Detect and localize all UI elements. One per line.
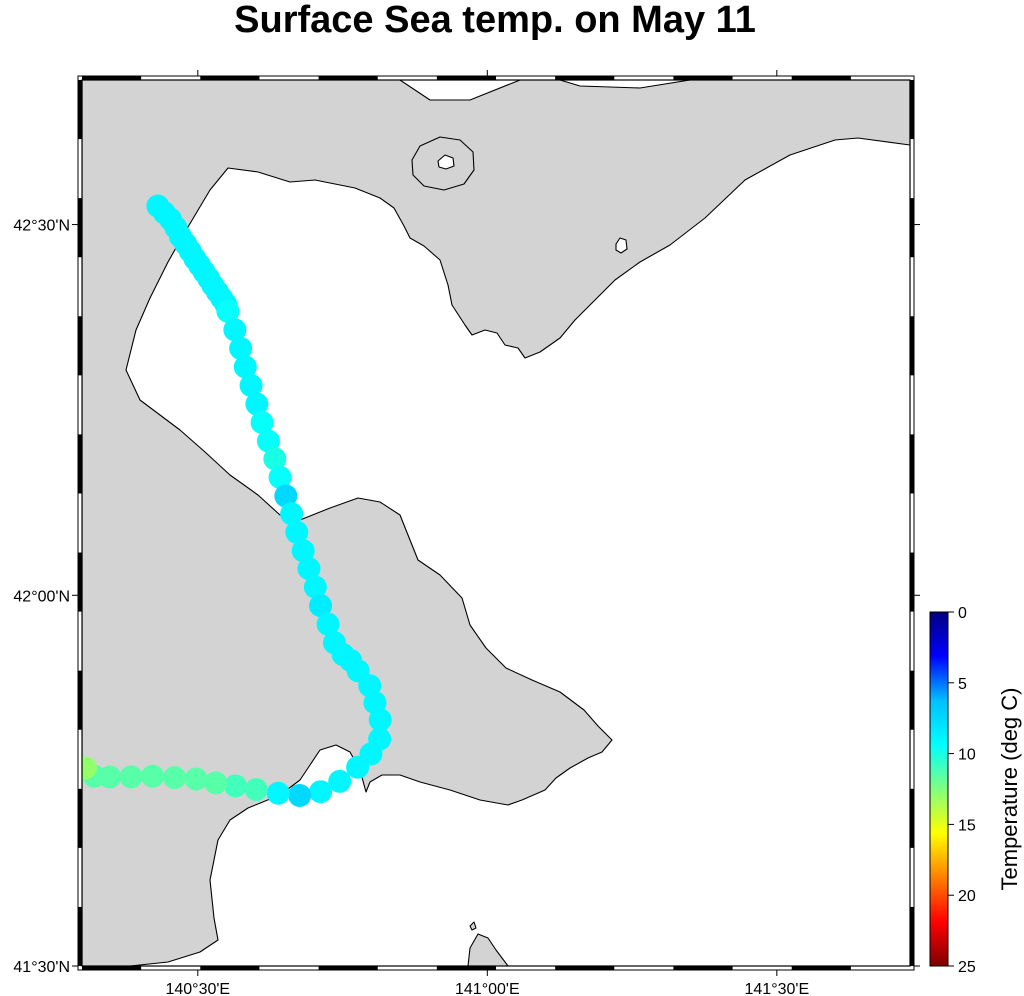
lat-tick-label: 42°00'N: [13, 588, 70, 605]
frame-bar-bottom: [791, 966, 851, 970]
colorbar-ticks: 0 5 10 15 20 25: [948, 605, 976, 976]
frame-bar-bottom: [200, 966, 260, 970]
temperature-point: [274, 484, 298, 508]
lon-tick-label: 141°00'E: [455, 981, 520, 996]
map-title: Surface Sea temp. on May 11: [234, 0, 756, 41]
frame-bar-top: [318, 76, 378, 80]
temperature-point: [216, 299, 240, 323]
colorbar-tick-label: 0: [958, 605, 967, 622]
temperature-point: [245, 392, 269, 416]
frame-bar-right: [910, 198, 914, 258]
temperature-point: [204, 771, 228, 795]
temperature-track: [82, 194, 392, 807]
temperature-point: [316, 612, 340, 636]
frame-bar-left: [78, 80, 82, 140]
longitude-ticks: 140°30'E 141°00'E 141°30'E: [165, 70, 809, 996]
frame-bar-left: [78, 906, 82, 966]
temperature-point: [223, 774, 247, 798]
temperature-point: [184, 767, 208, 791]
colorbar: 0 5 10 15 20 25 Temperature (deg C): [929, 605, 1022, 976]
temperature-point: [309, 594, 333, 618]
temperature-point: [285, 520, 309, 544]
frame-bar-right: [910, 906, 914, 966]
temperature-point: [303, 575, 327, 599]
temperature-point: [119, 765, 143, 789]
frame-bar-right: [910, 552, 914, 612]
frame-bar-top: [673, 76, 733, 80]
temperature-point: [288, 783, 312, 807]
temperature-point: [263, 447, 287, 471]
lat-tick-label: 42°30'N: [13, 218, 70, 235]
temperature-point: [297, 557, 321, 581]
frame-bar-top: [200, 76, 260, 80]
colorbar-tick-label: 5: [958, 676, 967, 693]
land-small-islet: [469, 921, 477, 931]
temperature-point: [368, 708, 392, 732]
frame-bar-top: [791, 76, 851, 80]
lon-tick-label: 141°30'E: [745, 981, 810, 996]
frame-bar-right: [910, 316, 914, 376]
temperature-point: [82, 756, 97, 780]
frame-bar-bottom: [436, 966, 496, 970]
crater-lake: [437, 154, 455, 170]
colorbar-tick-label: 20: [958, 888, 976, 905]
latitude-ticks: 41°30'N 42°00'N 42°30'N: [13, 218, 920, 976]
map-area: [82, 80, 910, 966]
frame-bar-bottom: [673, 966, 733, 970]
frame-bar-left: [78, 552, 82, 612]
frame-bar-left: [78, 198, 82, 258]
frame-bar-bottom: [555, 966, 615, 970]
colorbar-tick-label: 25: [958, 959, 976, 976]
frame-scale-bars: [78, 76, 914, 970]
lat-tick-label: 41°30'N: [13, 959, 70, 976]
frame-bar-right: [910, 80, 914, 140]
frame-bar-bottom: [82, 966, 142, 970]
frame-bar-left: [78, 788, 82, 848]
inland-lake: [615, 237, 628, 254]
frame-bar-right: [910, 670, 914, 730]
temperature-point: [141, 764, 165, 788]
frame-bar-bottom: [318, 966, 378, 970]
temperature-point: [328, 769, 352, 793]
frame-bar-left: [78, 316, 82, 376]
frame-bar-right: [910, 434, 914, 494]
frame-bar-left: [78, 434, 82, 494]
temperature-point: [291, 539, 315, 563]
temperature-point: [250, 411, 274, 435]
temperature-point: [268, 465, 292, 489]
temperature-point: [239, 373, 263, 397]
temperature-point: [223, 318, 247, 342]
temperature-point: [244, 778, 268, 802]
temperature-point: [280, 502, 304, 526]
colorbar-tick-label: 15: [958, 817, 976, 834]
frame-bar-top: [436, 76, 496, 80]
temperature-point: [346, 755, 370, 779]
colorbar-tick-label: 10: [958, 747, 976, 764]
frame-bar-right: [910, 788, 914, 848]
temperature-point: [229, 336, 253, 360]
frame-bar-top: [555, 76, 615, 80]
temperature-point: [309, 780, 333, 804]
colorbar-scale: [929, 611, 949, 967]
lon-tick-label: 140°30'E: [165, 981, 230, 996]
land-shimokita-peninsula: [467, 933, 509, 966]
temperature-point: [266, 781, 290, 805]
temperature-point: [233, 355, 257, 379]
temperature-point: [163, 766, 187, 790]
colorbar-label: Temperature (deg C): [997, 688, 1022, 891]
map-frame: [77, 75, 915, 971]
frame-bar-top: [82, 76, 142, 80]
temperature-point: [256, 429, 280, 453]
frame-bar-left: [78, 670, 82, 730]
coastline-group: [82, 80, 910, 966]
